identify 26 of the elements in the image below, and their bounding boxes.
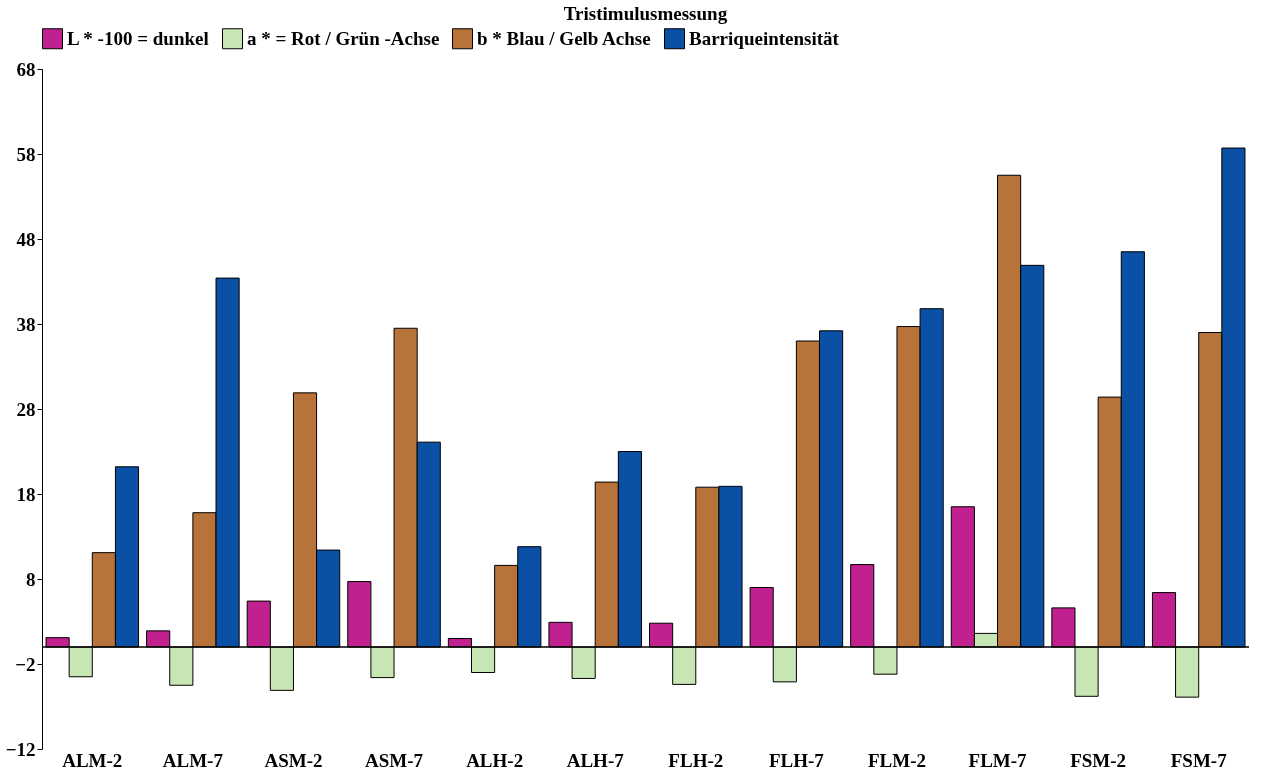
y-tick-label: 38 — [16, 313, 36, 335]
legend-label: b * Blau / Gelb Achse — [477, 27, 651, 49]
y-tick-label: −2 — [15, 653, 36, 675]
x-tick-label: FSM-2 — [1070, 749, 1127, 771]
y-tick-label: −12 — [5, 738, 36, 760]
x-tick-label: FLH-2 — [668, 749, 724, 771]
legend-label: a * = Rot / Grün -Achse — [247, 27, 440, 49]
x-tick-label: ALM-7 — [162, 749, 224, 771]
y-tick-label: 8 — [26, 568, 36, 590]
x-tick-label: ASM-7 — [365, 749, 424, 771]
x-tick-label: ALH-2 — [466, 749, 524, 771]
x-tick-label: FLM-7 — [968, 749, 1028, 771]
x-tick-label: ALH-7 — [566, 749, 625, 771]
x-tick-label: FLM-2 — [867, 749, 926, 771]
x-tick-label: FLH-7 — [768, 749, 825, 771]
chart-title: Tristimulusmessung — [563, 3, 728, 24]
y-tick-label: 58 — [16, 143, 36, 165]
y-tick-label: 18 — [16, 483, 36, 505]
y-tick-label: 28 — [16, 398, 36, 420]
x-tick-label: FSM-7 — [1170, 749, 1228, 771]
legend-label: Barriqueintensität — [689, 27, 840, 49]
y-tick-label: 68 — [16, 58, 36, 80]
x-tick-label: ALM-2 — [62, 749, 123, 771]
y-tick-label: 48 — [16, 228, 36, 250]
x-tick-label: ASM-2 — [264, 749, 323, 771]
legend-label: L * -100 = dunkel — [67, 27, 209, 49]
